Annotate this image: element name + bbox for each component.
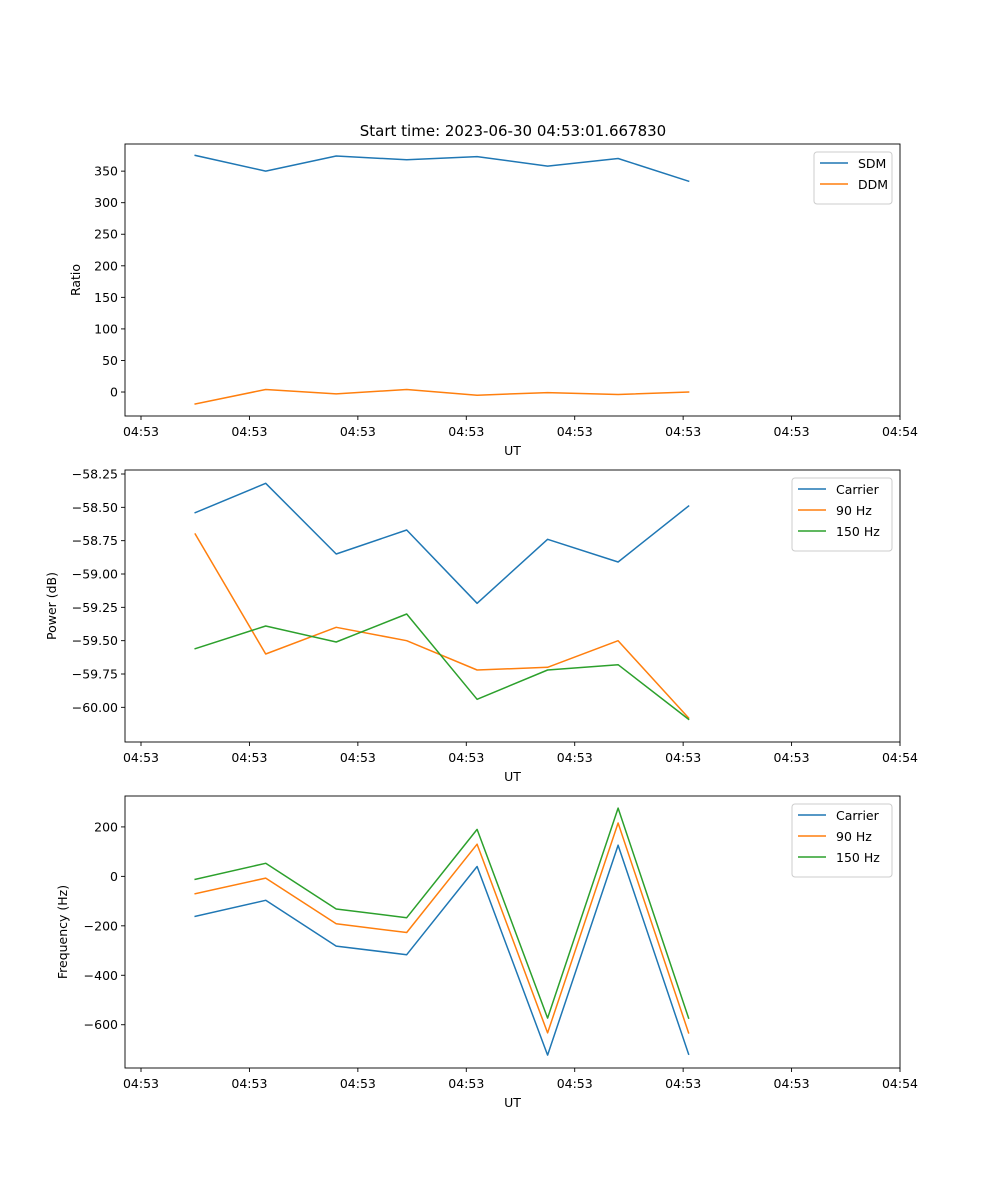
x-tick-label: 04:53 <box>774 424 810 439</box>
x-tick-label: 04:53 <box>665 424 701 439</box>
x-tick-label: 04:53 <box>557 1076 593 1091</box>
legend-label: 90 Hz <box>836 503 872 518</box>
x-axis-label: UT <box>504 769 521 784</box>
x-tick-label: 04:53 <box>340 750 376 765</box>
series-line-150-hz <box>194 613 690 721</box>
x-tick-label: 04:53 <box>557 424 593 439</box>
x-tick-label: 04:53 <box>231 750 267 765</box>
x-tick-label: 04:53 <box>665 1076 701 1091</box>
axes-frame <box>124 143 901 417</box>
x-tick-label: 04:53 <box>448 424 484 439</box>
series-line-90-hz <box>194 532 690 720</box>
legend: Carrier 90 Hz 150 Hz <box>791 477 893 552</box>
legend-label: SDM <box>858 156 886 171</box>
y-axis-label: Power (dB) <box>44 572 59 640</box>
x-tick-label: 04:53 <box>340 1076 376 1091</box>
x-tick-label: 04:53 <box>448 750 484 765</box>
x-tick-label: 04:53 <box>231 1076 267 1091</box>
y-tick-label: 0 <box>110 869 118 884</box>
legend-label: 150 Hz <box>836 850 880 865</box>
y-tick-label: −58.25 <box>72 467 118 482</box>
x-axis-label: UT <box>504 443 521 458</box>
y-tick-label: −58.50 <box>72 500 118 515</box>
x-tick-label: 04:53 <box>123 424 159 439</box>
y-tick-label: 300 <box>94 195 118 210</box>
y-tick-label: −59.50 <box>72 633 118 648</box>
legend-box <box>791 803 893 878</box>
x-axis-label: UT <box>504 1095 521 1110</box>
legend-label: 150 Hz <box>836 524 880 539</box>
x-tick-label: 04:53 <box>340 424 376 439</box>
figure-title: Start time: 2023-06-30 04:53:01.667830 <box>360 122 666 140</box>
series-line-ddm <box>194 388 690 405</box>
y-tick-label: −400 <box>84 968 118 983</box>
x-tick-label: 04:53 <box>448 1076 484 1091</box>
y-tick-label: −59.00 <box>72 567 118 582</box>
y-tick-label: 200 <box>94 258 118 273</box>
legend-box <box>813 151 893 205</box>
x-tick-label: 04:53 <box>774 1076 810 1091</box>
x-tick-label: 04:53 <box>665 750 701 765</box>
y-tick-label: 50 <box>102 353 118 368</box>
legend-label: 90 Hz <box>836 829 872 844</box>
y-tick-label: −600 <box>84 1017 118 1032</box>
x-tick-label: 04:54 <box>882 1076 918 1091</box>
panel-3: 04:53 04:53 04:53 04:53 04:53 04:53 04:53 04:54… <box>55 795 918 1110</box>
x-tick-label: 04:54 <box>882 424 918 439</box>
y-tick-label: −200 <box>84 918 118 933</box>
legend-label: Carrier <box>836 808 880 823</box>
y-tick-label: 150 <box>94 290 118 305</box>
series-line-carrier <box>194 482 690 605</box>
series-line-sdm <box>194 154 690 183</box>
y-tick-label: 250 <box>94 227 118 242</box>
y-tick-label: −59.25 <box>72 600 118 615</box>
legend: Carrier 90 Hz 150 Hz <box>791 803 893 878</box>
series-line-90-hz <box>194 822 690 1034</box>
axes-frame <box>124 469 901 743</box>
x-tick-label: 04:53 <box>123 750 159 765</box>
x-tick-label: 04:53 <box>774 750 810 765</box>
y-tick-label: 350 <box>94 164 118 179</box>
x-tick-label: 04:53 <box>231 424 267 439</box>
y-tick-label: 100 <box>94 321 118 336</box>
y-tick-label: 200 <box>94 819 118 834</box>
axes-frame <box>124 795 901 1069</box>
y-tick-label: 0 <box>110 385 118 400</box>
legend-box <box>791 477 893 552</box>
legend-label: Carrier <box>836 482 880 497</box>
y-tick-label: −58.75 <box>72 533 118 548</box>
panel-1: 04:53 04:53 04:53 04:53 04:53 04:53 04:53 04:54… <box>68 143 918 458</box>
panel-2: 04:53 04:53 04:53 04:53 04:53 04:53 04:53 04:54… <box>44 467 918 785</box>
legend-label: DDM <box>858 177 888 192</box>
y-axis-label: Frequency (Hz) <box>55 885 70 979</box>
y-axis-label: Ratio <box>68 264 83 296</box>
series-line-carrier <box>194 844 690 1056</box>
y-tick-label: −59.75 <box>72 667 118 682</box>
x-tick-label: 04:54 <box>882 750 918 765</box>
x-tick-label: 04:53 <box>123 1076 159 1091</box>
y-tick-label: −60.00 <box>72 700 118 715</box>
legend: SDM DDM <box>813 151 893 205</box>
series-line-150-hz <box>194 807 690 1020</box>
x-tick-label: 04:53 <box>557 750 593 765</box>
